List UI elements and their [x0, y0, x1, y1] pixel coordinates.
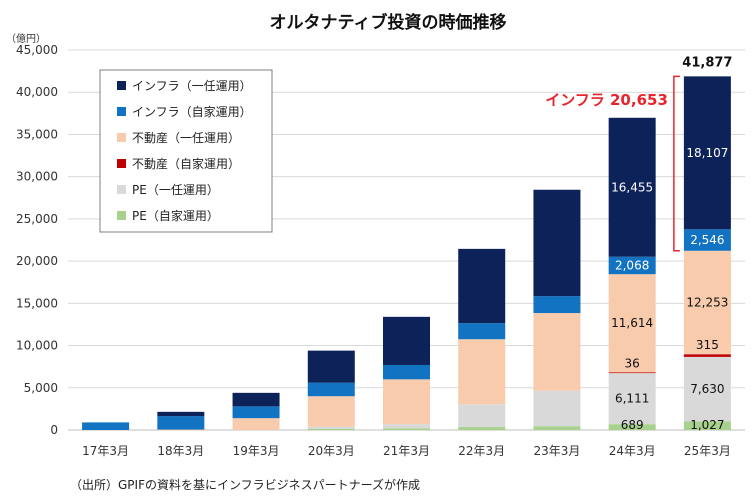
y-tick-label: 5,000 [24, 381, 58, 395]
data-label: 315 [696, 338, 719, 352]
data-label: 16,455 [611, 180, 653, 194]
bar-segment [458, 248, 506, 324]
bar-segment [683, 354, 731, 357]
legend: インフラ（一任運用） インフラ（自家運用） 不動産（一任運用） 不動産（自家運用） PE… [99, 69, 273, 233]
x-tick-label: 20年3月 [308, 444, 355, 458]
bar-segment [683, 250, 731, 355]
bar-segment [683, 76, 731, 230]
bar-segment [383, 424, 430, 429]
bar-segment [157, 411, 205, 417]
legend-swatch [117, 107, 126, 116]
legend-label: 不動産（一任運用） [132, 130, 240, 145]
bar-segment [307, 382, 355, 397]
bar-segment [533, 390, 581, 427]
bar-segment [383, 379, 430, 425]
legend-swatch [117, 211, 126, 220]
bar-segment [157, 429, 205, 431]
bar-segment [307, 426, 355, 429]
legend-swatch [117, 159, 126, 168]
x-tick-label: 24年3月 [609, 444, 656, 458]
x-tick-label: 17年3月 [82, 444, 129, 458]
y-tick-label: 45,000 [16, 43, 58, 57]
legend-label: PE（自家運用） [132, 208, 219, 223]
callout-bracket [673, 75, 680, 252]
bar-segment [608, 424, 656, 430]
x-tick-label: 18年3月 [157, 444, 204, 458]
bar-segment [307, 350, 355, 383]
y-axis-ticks: 0 5,000 10,000 15,000 20,000 25,000 30,000 35,0… [16, 43, 58, 437]
data-label: 7,630 [690, 382, 724, 396]
bar-segment [383, 428, 430, 430]
bar-segment [232, 418, 280, 430]
bar-segment [683, 356, 731, 422]
data-label: 6,111 [615, 391, 649, 405]
bar-segment [458, 404, 506, 428]
bar-segment [383, 316, 430, 365]
bar-segment [458, 339, 506, 405]
bar-segment [608, 256, 656, 275]
data-label: 1,027 [690, 418, 724, 432]
y-tick-label: 20,000 [16, 254, 58, 268]
legend-label: インフラ（自家運用） [132, 104, 252, 119]
bar-segment [608, 117, 656, 257]
bar-segment [157, 416, 205, 430]
bar-segment [383, 364, 430, 380]
bar-segment [458, 427, 506, 430]
legend-swatch [117, 185, 126, 194]
y-tick-label: 35,000 [16, 127, 58, 141]
bar-segment [608, 372, 656, 374]
bar-segment [533, 313, 581, 391]
data-label: 11,614 [611, 316, 653, 330]
bar-segment [533, 189, 581, 297]
bar-segment [608, 274, 656, 373]
legend-swatch [117, 133, 126, 142]
bar-segment [458, 323, 506, 340]
y-tick-label: 15,000 [16, 296, 58, 310]
data-label: 12,253 [686, 296, 728, 310]
bar-segment [683, 421, 731, 430]
data-label: 18,107 [686, 146, 728, 160]
legend-label: インフラ（一任運用） [132, 79, 252, 93]
bar-segment [232, 406, 280, 419]
bar-segment [533, 426, 581, 430]
bar-segment [232, 392, 280, 407]
y-tick-label: 25,000 [16, 212, 58, 226]
infra-callout: インフラ 20,653 [545, 75, 680, 252]
y-tick-label: 40,000 [16, 85, 58, 99]
x-axis-ticks: 17年3月 18年3月 19年3月 20年3月 21年3月 22年3月 23年3月 24年3月… [82, 444, 731, 458]
x-tick-label: 19年3月 [233, 444, 280, 458]
bar-segment [307, 428, 355, 430]
x-tick-label: 21年3月 [383, 444, 430, 458]
legend-box [99, 69, 273, 233]
bars [82, 76, 731, 431]
legend-label: PE（一任運用） [132, 183, 219, 197]
x-tick-label: 25年3月 [684, 444, 731, 458]
data-label: 2,068 [615, 258, 649, 272]
x-tick-label: 22年3月 [458, 444, 505, 458]
total-label: 41,877 [682, 55, 732, 70]
y-tick-label: 0 [50, 423, 58, 437]
bar-segment [533, 296, 581, 314]
legend-swatch [117, 81, 126, 90]
legend-label: 不動産（自家運用） [132, 156, 240, 171]
bar-segment [82, 422, 130, 430]
bar-segment [683, 229, 731, 251]
data-labels: 689 6,111 36 11,614 2,068 16,455 1,027 7,630 315… [611, 55, 732, 432]
y-tick-label: 10,000 [16, 339, 58, 353]
x-tick-label: 23年3月 [533, 444, 580, 458]
data-label: 689 [621, 418, 644, 432]
y-tick-label: 30,000 [16, 170, 58, 184]
chart-title: オルタナティブ投資の時価推移 [270, 12, 507, 33]
y-axis-unit: （億円） [6, 32, 46, 45]
bar-segment [307, 396, 355, 427]
data-label: 36 [625, 356, 640, 370]
bar-segment [608, 372, 656, 425]
callout-label: インフラ 20,653 [545, 91, 668, 109]
source-note: （出所）GPIFの資料を基にインフラビジネスパートナーズが作成 [70, 477, 420, 492]
data-label: 2,546 [690, 233, 724, 247]
